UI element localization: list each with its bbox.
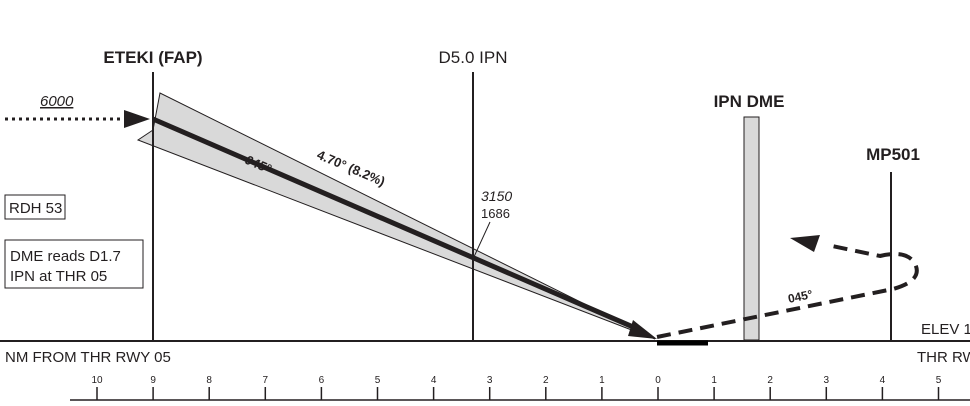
scale-tick-label: 0: [655, 375, 661, 386]
dme-antenna-bar: [743, 116, 760, 341]
scale-tick-label: 7: [263, 375, 269, 386]
faf-label: ETEKI (FAP): [103, 48, 202, 67]
d5-label: D5.0 IPN: [439, 48, 508, 67]
inbound-arrowhead: [124, 110, 150, 128]
scale-tick-label: 8: [206, 375, 212, 386]
scale-tick-label: 9: [150, 375, 156, 386]
scale-tick-label: 5: [936, 375, 942, 386]
missed-approach-course: 045°: [787, 287, 814, 306]
scale-tick-label: 2: [543, 375, 549, 386]
scale-tick-label: 3: [824, 375, 830, 386]
distance-scale-title: NM FROM THR RWY 05: [5, 349, 171, 366]
scale-tick-label: 5: [375, 375, 381, 386]
scale-tick-label: 10: [91, 375, 103, 386]
dme-note-line2: IPN at THR 05: [10, 268, 107, 285]
faf-altitude: 6000: [40, 93, 74, 110]
altitude-leader-line: [472, 221, 491, 260]
rdh-box: [4, 194, 66, 220]
dme-note-line1: DME reads D1.7: [10, 248, 121, 265]
glidepath-arrowhead: [628, 320, 657, 339]
threshold-runway-label: THR RWY: [917, 349, 970, 366]
scale-tick-label: 4: [880, 375, 886, 386]
glidepath-line: [152, 116, 641, 333]
threshold-elevation: ELEV 1: [921, 321, 970, 338]
map-label: MP501: [866, 145, 920, 164]
scale-tick-label: 1: [711, 375, 717, 386]
distance-scale-ticks: 10 9 8 7 6 5 4 3 2 1 0 1 2 3 4 5: [91, 375, 942, 400]
scale-tick-label: 4: [431, 375, 437, 386]
d5-height: 1686: [481, 206, 510, 221]
scale-tick-label: 3: [487, 375, 493, 386]
d5-altitude: 3150: [481, 188, 512, 204]
rdh-note: RDH 53: [9, 200, 62, 217]
dme-note-box: [4, 239, 144, 289]
scale-tick-label: 1: [599, 375, 605, 386]
missed-approach-arrowhead: [790, 235, 820, 252]
missed-approach-path: [656, 244, 919, 339]
dme-label: IPN DME: [714, 92, 785, 111]
scale-tick-label: 6: [319, 375, 325, 386]
scale-tick-label: 2: [767, 375, 773, 386]
